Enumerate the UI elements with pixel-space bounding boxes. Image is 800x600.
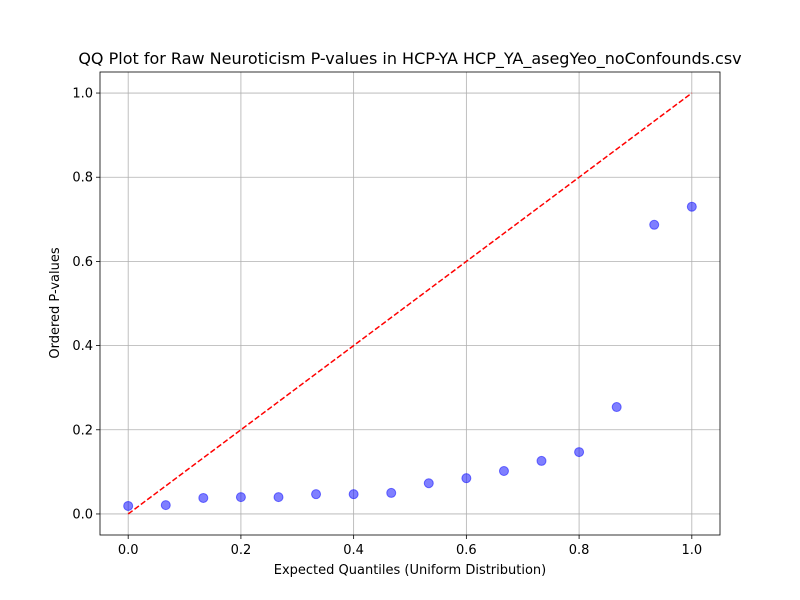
reference-line — [127, 92, 693, 515]
data-point — [311, 489, 322, 500]
data-point — [273, 492, 284, 503]
y-tick-label: 0.0 — [72, 507, 93, 522]
x-tick-label: 0.6 — [456, 543, 477, 558]
y-tick-label: 0.2 — [72, 423, 93, 438]
y-tick-label: 1.0 — [72, 87, 93, 102]
data-point — [574, 447, 585, 458]
x-tick-label: 1.0 — [681, 543, 702, 558]
data-point — [386, 487, 397, 498]
data-point — [536, 455, 547, 466]
data-point — [686, 201, 697, 212]
data-point — [160, 500, 171, 511]
data-point — [348, 489, 359, 500]
chart-title: QQ Plot for Raw Neuroticism P-values in … — [78, 49, 741, 69]
data-point — [235, 492, 246, 503]
y-axis-label: Ordered P-values — [48, 247, 63, 358]
data-point — [611, 402, 622, 413]
x-tick-label: 0.8 — [569, 543, 590, 558]
x-tick-label: 0.4 — [343, 543, 364, 558]
data-point — [198, 492, 209, 503]
y-tick-label: 0.6 — [72, 255, 93, 270]
plot-area: 0.0 0.2 0.4 0.6 0.8 1.0 0.0 0.2 0.4 0.6 0.8 1.0 — [72, 71, 721, 558]
x-tick-label: 0.0 — [118, 543, 139, 558]
data-point — [123, 500, 134, 511]
data-point — [498, 466, 509, 477]
x-axis-label: Expected Quantiles (Uniform Distribution… — [274, 563, 546, 578]
data-point — [423, 478, 434, 489]
axes-frame — [99, 71, 721, 536]
data-point — [461, 473, 472, 484]
data-point — [649, 219, 660, 230]
x-tick-label: 0.2 — [231, 543, 252, 558]
y-tick-label: 0.8 — [72, 171, 93, 186]
y-tick-label: 0.4 — [72, 339, 93, 354]
